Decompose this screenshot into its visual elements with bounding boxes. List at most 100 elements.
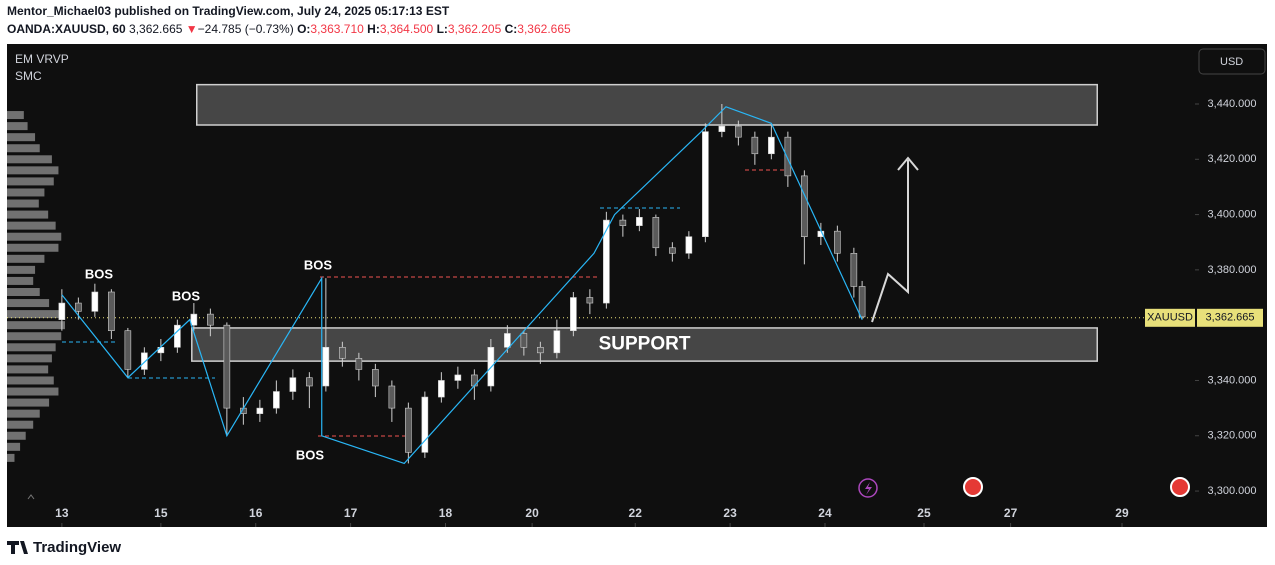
volume-profile-bar <box>7 387 59 396</box>
currency-button[interactable] <box>1198 48 1266 75</box>
c-label: C: <box>504 22 518 36</box>
bos-label: BOS <box>304 257 333 272</box>
candle-body <box>537 346 544 354</box>
y-tick-label: 3,440.000 <box>1208 98 1257 110</box>
open: 3,363.710 <box>310 22 364 36</box>
x-tick-label: 13 <box>55 506 69 520</box>
symbol: OANDA:XAUUSD, 60 <box>7 22 126 36</box>
x-tick-label: 23 <box>723 506 737 520</box>
volume-profile-bar <box>7 276 34 285</box>
volume-profile-bar <box>7 365 49 374</box>
candle-body <box>751 136 759 155</box>
candle-body <box>421 396 429 453</box>
y-tick-label: 3,300.000 <box>1208 485 1257 497</box>
zone <box>196 83 1098 126</box>
y-tick-label: 3,420.000 <box>1208 153 1257 165</box>
candle-body <box>124 330 132 370</box>
candle-body <box>108 291 115 332</box>
volume-profile-bar <box>7 232 62 241</box>
bos-label: BOS <box>172 288 201 303</box>
volume-profile-bar <box>7 376 54 385</box>
volume-profile-bar <box>7 133 36 142</box>
brand: TradingView <box>33 539 121 556</box>
volume-profile-bar <box>7 287 40 296</box>
candle-body <box>91 291 99 312</box>
collapse-icon[interactable] <box>27 494 35 500</box>
volume-profile-bar <box>7 166 59 175</box>
volume-profile-bar <box>7 409 40 418</box>
candle-body <box>256 407 264 414</box>
volume-profile-bar <box>7 144 40 153</box>
x-tick-label: 29 <box>1115 506 1129 520</box>
indicator[interactable]: SMC <box>15 69 42 83</box>
volume-profile-bar <box>7 111 24 120</box>
candle-body <box>801 175 808 238</box>
last: 3,362.665 <box>129 22 183 36</box>
projection-arrow-head <box>897 156 919 171</box>
candle-body <box>858 286 866 318</box>
volume-profile-bar <box>7 210 49 219</box>
volume-profile-bar <box>7 431 26 440</box>
candle-body <box>685 236 693 254</box>
candle-body <box>619 219 627 226</box>
candle-body <box>850 252 858 287</box>
candle-body <box>339 346 346 359</box>
candle-body <box>570 297 577 332</box>
candle-body <box>306 377 313 387</box>
volume-profile-bar <box>7 420 34 429</box>
candle-body <box>58 302 66 320</box>
candle-body <box>504 333 511 348</box>
x-tick-label: 25 <box>917 506 931 520</box>
volume-profile-bar <box>7 354 52 363</box>
y-tick-label: 3,340.000 <box>1208 374 1257 386</box>
y-tick-label: 3,320.000 <box>1208 430 1257 442</box>
x-tick-label: 16 <box>249 506 263 520</box>
l-label: L: <box>436 22 448 36</box>
x-tick-label: 17 <box>344 506 358 520</box>
volume-profile-bar <box>7 299 50 308</box>
candle-body <box>75 302 82 312</box>
candle-body <box>454 374 462 381</box>
candle-body <box>355 358 363 370</box>
candle-body <box>388 385 396 409</box>
candle-body <box>207 313 214 326</box>
volume-profile-bar <box>7 321 65 330</box>
event-icon <box>865 482 872 495</box>
x-tick-label: 18 <box>439 506 453 520</box>
y-tick-label: 3,400.000 <box>1208 208 1257 220</box>
us-flag-event[interactable] <box>1170 477 1190 497</box>
event-icon[interactable] <box>858 478 878 498</box>
candle-body <box>636 217 643 226</box>
volume-profile-bar <box>7 188 45 197</box>
arrow: ▼ <box>185 22 198 36</box>
change: −24.785 (−0.73%) <box>197 22 294 36</box>
volume-profile-bar <box>7 453 15 462</box>
h-label: H: <box>367 22 380 36</box>
x-tick-label: 22 <box>629 506 643 520</box>
volume-profile-bar <box>7 177 54 186</box>
volume-profile-bar <box>7 442 21 451</box>
candle-body <box>141 352 148 370</box>
x-tick-label: 24 <box>818 506 832 520</box>
candle-body <box>784 136 792 177</box>
candle-body <box>652 217 660 249</box>
x-tick-label: 20 <box>525 506 539 520</box>
us-flag-event[interactable] <box>963 477 983 497</box>
y-tick-label: 3,380.000 <box>1208 264 1257 276</box>
indicator[interactable]: EM VRVP <box>15 52 69 66</box>
candle-body <box>322 346 330 387</box>
currency: USD <box>1220 56 1243 68</box>
volume-profile-bar <box>7 310 64 319</box>
candle-body <box>190 313 198 326</box>
bos-levels <box>62 169 785 437</box>
publisher: Mentor_Michael03 published on TradingVie… <box>7 4 450 18</box>
volume-profile-bar <box>7 332 62 341</box>
volume-profile-bar <box>7 265 36 274</box>
brand-logo <box>7 541 28 554</box>
candle-body <box>438 380 445 398</box>
low: 3,362.205 <box>447 22 502 36</box>
structure-line <box>61 106 863 465</box>
o-label: O: <box>297 22 311 36</box>
candle-body <box>553 330 561 354</box>
